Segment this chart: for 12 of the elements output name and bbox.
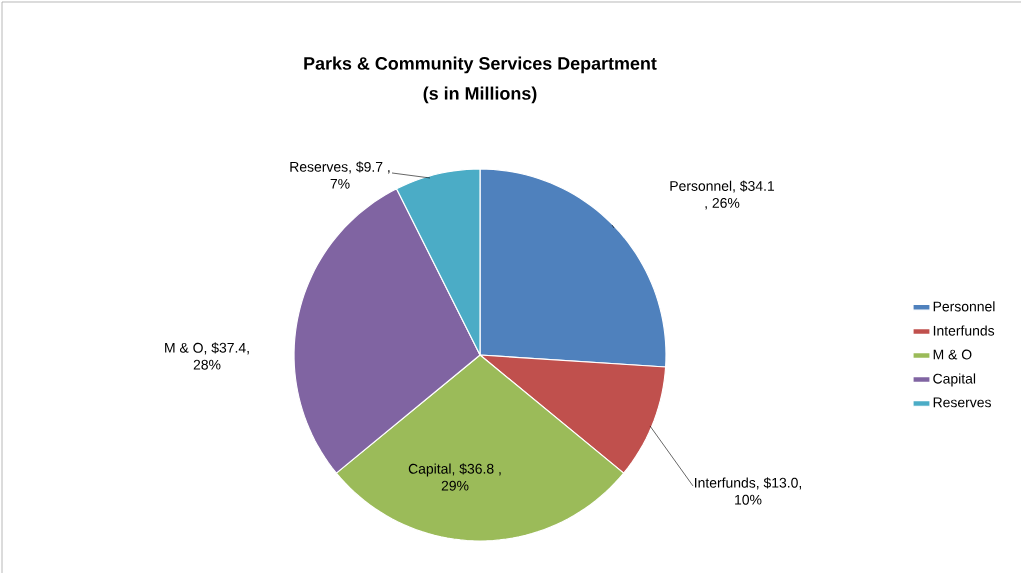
data-label: M & O, $37.4, 28% — [165, 342, 249, 370]
legend-label: Reserves — [933, 397, 991, 408]
legend-label: M & O — [933, 349, 972, 360]
legend-label: Personnel — [933, 301, 995, 312]
chart-title: Parks & Community Services Department — [304, 56, 657, 74]
chart-subtitle: (s in Millions) — [423, 86, 537, 104]
data-label: Personnel, $34.1 , 26% — [670, 180, 775, 210]
legend-label: Capital — [933, 373, 976, 387]
data-label: Interfunds, $13.0, 10% — [695, 477, 802, 505]
data-label: Capital, $36.8 , 29% — [408, 463, 501, 491]
legend-label: Interfunds — [933, 325, 995, 336]
data-label: Reserves, $9.7 , 7% — [290, 161, 390, 189]
